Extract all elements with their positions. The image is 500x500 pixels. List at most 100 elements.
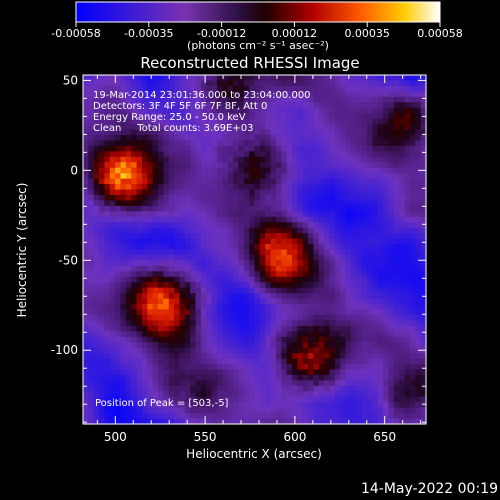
heatmap-cell bbox=[409, 200, 416, 207]
heatmap-cell bbox=[292, 364, 298, 371]
heatmap-cell bbox=[383, 151, 390, 158]
heatmap-cell bbox=[163, 325, 170, 332]
heatmap-cell bbox=[383, 145, 390, 152]
heatmap-cell bbox=[393, 75, 400, 82]
heatmap-cell bbox=[163, 238, 170, 245]
heatmap-cell bbox=[297, 124, 304, 131]
heatmap-cell bbox=[329, 249, 336, 256]
heatmap-cell bbox=[393, 151, 400, 158]
heatmap-cell bbox=[125, 129, 132, 136]
heatmap-cell bbox=[404, 353, 411, 360]
heatmap-cell bbox=[141, 265, 148, 272]
heatmap-cell bbox=[99, 265, 106, 272]
heatmap-cell bbox=[308, 189, 315, 196]
heatmap-cell bbox=[388, 216, 395, 223]
heatmap-cell bbox=[179, 140, 186, 147]
heatmap-cell bbox=[393, 254, 400, 261]
heatmap-cell bbox=[131, 320, 138, 327]
heatmap-cell bbox=[243, 205, 250, 212]
heatmap-cell bbox=[222, 364, 229, 371]
heatmap-cell bbox=[302, 260, 309, 267]
heatmap-cell bbox=[99, 233, 106, 240]
heatmap-cell bbox=[254, 233, 261, 240]
heatmap-cell bbox=[168, 244, 175, 251]
heatmap-cell bbox=[136, 309, 143, 316]
heatmap-cell bbox=[404, 184, 411, 191]
heatmap-cell bbox=[372, 309, 379, 316]
heatmap-cell bbox=[383, 369, 390, 376]
heatmap-cell bbox=[409, 140, 416, 147]
heatmap-cell bbox=[361, 211, 368, 218]
heatmap-cell bbox=[238, 184, 245, 191]
heatmap-cell bbox=[216, 347, 223, 354]
heatmap-cell bbox=[404, 140, 411, 147]
heatmap-cell bbox=[195, 162, 202, 169]
heatmap-cell bbox=[265, 374, 272, 381]
heatmap-cell bbox=[179, 91, 186, 98]
heatmap-cell bbox=[131, 347, 138, 354]
heatmap-cell bbox=[184, 156, 191, 163]
heatmap-cell bbox=[174, 298, 181, 305]
heatmap-cell bbox=[372, 347, 379, 354]
heatmap-cell bbox=[249, 287, 256, 294]
heatmap-cell bbox=[190, 309, 197, 316]
heatmap-cell bbox=[222, 336, 229, 343]
heatmap-cell bbox=[270, 102, 277, 109]
heatmap-cell bbox=[318, 244, 325, 251]
heatmap-cell bbox=[83, 178, 89, 185]
heatmap-cell bbox=[420, 96, 427, 103]
heatmap-cell bbox=[409, 167, 416, 174]
heatmap-cell bbox=[190, 380, 197, 387]
heatmap-cell bbox=[302, 140, 309, 147]
heatmap-cell bbox=[254, 151, 261, 158]
heatmap-cell bbox=[420, 342, 427, 349]
heatmap-cell bbox=[377, 145, 384, 152]
heatmap-cell bbox=[399, 407, 406, 414]
heatmap-cell bbox=[227, 342, 234, 349]
heatmap-cell bbox=[292, 129, 298, 136]
heatmap-cell bbox=[377, 325, 384, 332]
heatmap-cell bbox=[292, 380, 298, 387]
heatmap-cell bbox=[292, 249, 298, 256]
heatmap-cell bbox=[83, 124, 89, 131]
heatmap-cell bbox=[281, 358, 288, 365]
heatmap-cell bbox=[206, 293, 213, 300]
heatmap-cell bbox=[109, 80, 116, 87]
heatmap-cell bbox=[324, 298, 331, 305]
heatmap-cell bbox=[147, 211, 154, 218]
heatmap-cell bbox=[281, 407, 288, 414]
heatmap-cell bbox=[238, 244, 245, 251]
heatmap-cell bbox=[388, 347, 395, 354]
heatmap-cell bbox=[329, 200, 336, 207]
heatmap-cell bbox=[158, 244, 164, 251]
heatmap-cell bbox=[147, 145, 154, 152]
heatmap-cell bbox=[292, 385, 298, 392]
heatmap-cell bbox=[109, 407, 116, 414]
heatmap-cell bbox=[313, 254, 320, 261]
heatmap-cell bbox=[259, 184, 266, 191]
heatmap-cell bbox=[141, 156, 148, 163]
heatmap-cell bbox=[259, 118, 266, 125]
heatmap-cell bbox=[190, 140, 197, 147]
heatmap-cell bbox=[131, 200, 138, 207]
heatmap-cell bbox=[158, 413, 164, 420]
heatmap-cell bbox=[115, 249, 122, 256]
heatmap-cell bbox=[313, 189, 320, 196]
heatmap-cell bbox=[141, 298, 148, 305]
heatmap-cell bbox=[383, 238, 390, 245]
heatmap-cell bbox=[297, 407, 304, 414]
heatmap-cell bbox=[308, 113, 315, 120]
heatmap-cell bbox=[350, 145, 357, 152]
heatmap-cell bbox=[383, 374, 390, 381]
heatmap-cell bbox=[361, 167, 368, 174]
heatmap-cell bbox=[297, 178, 304, 185]
heatmap-cell bbox=[99, 194, 106, 202]
heatmap-cell bbox=[249, 407, 256, 414]
heatmap-cell bbox=[174, 205, 181, 212]
heatmap-cell bbox=[334, 265, 341, 272]
heatmap-cell bbox=[168, 325, 175, 332]
heatmap-cell bbox=[83, 358, 89, 365]
heatmap-cell bbox=[372, 336, 379, 343]
heatmap-cell bbox=[120, 173, 127, 180]
heatmap-cell bbox=[356, 385, 363, 392]
